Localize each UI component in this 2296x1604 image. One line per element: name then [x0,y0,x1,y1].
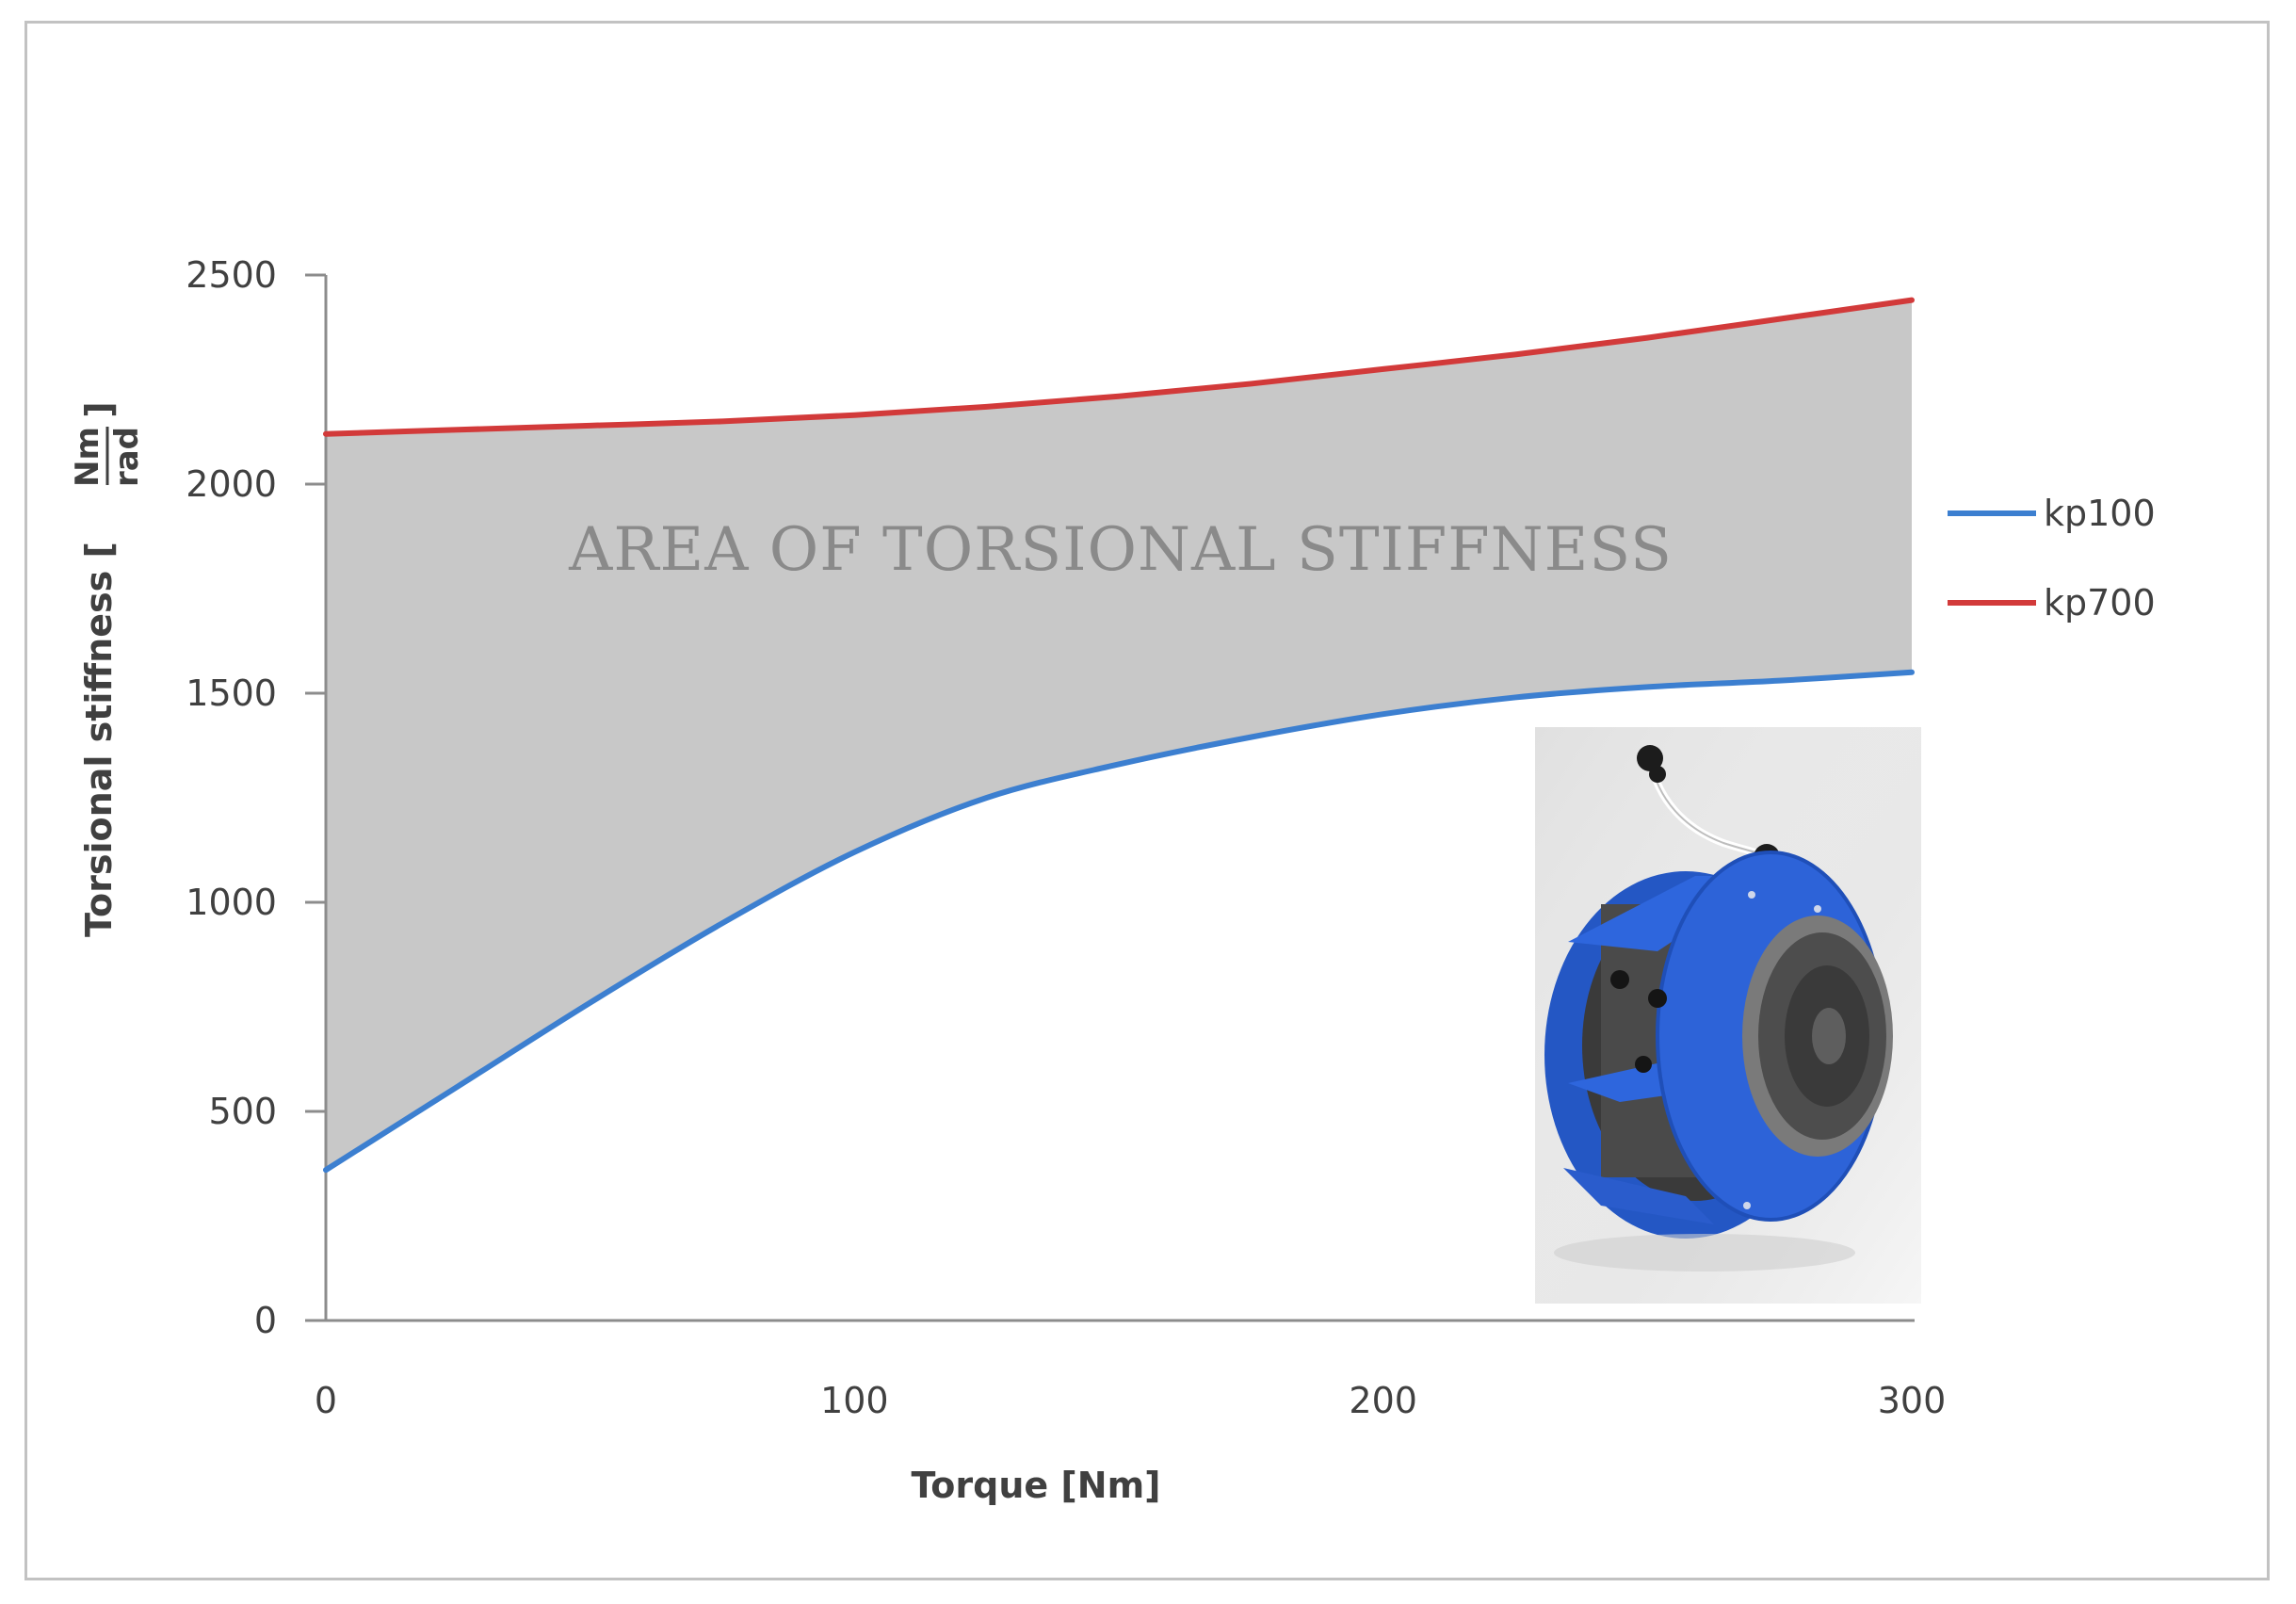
x-tick-label: 300 [1878,1380,1947,1421]
y-tick-label: 1500 [186,672,277,714]
y-axis-unit-numerator: Nm [69,427,106,487]
series-line-kp700 [323,297,1915,437]
x-axis-title: Torque [Nm] [911,1465,1160,1506]
x-tick-label: 0 [315,1380,337,1421]
stiffness-area-fill [326,300,1912,1171]
y-axis-title: Torsional stiffness [ Nm rad ] [69,401,146,937]
stiffness-area [326,300,1912,1171]
x-axis-ticks: 0 100 200 300 [315,1380,1946,1421]
y-tick-label: 500 [208,1091,277,1132]
y-tick-label: 0 [254,1300,277,1341]
chart-legend: kp100 kp700 [1948,493,2156,624]
x-tick-label: 100 [820,1380,889,1421]
chart-axes [324,275,1915,1322]
y-axis-bracket-close: ] [78,401,120,417]
y-tick-label: 1000 [186,882,277,923]
y-axis-title-text: Torsional stiffness [ [78,542,120,937]
series-lines [323,297,1915,1174]
area-annotation: AREA OF TORSIONAL STIFFNESS [568,515,1673,585]
series-line-kp100 [323,669,1915,1174]
y-tick-label: 2000 [186,463,277,505]
legend-label-kp100: kp100 [2044,493,2156,534]
y-axis-ticks: 0 500 1000 1500 2000 2500 [186,254,326,1341]
x-tick-label: 200 [1349,1380,1417,1421]
y-axis-unit-denominator: rad [108,427,146,487]
legend-label-kp700: kp700 [2044,582,2156,624]
y-tick-label: 2500 [186,254,277,296]
rotary-actuator-photo [1535,727,1921,1304]
